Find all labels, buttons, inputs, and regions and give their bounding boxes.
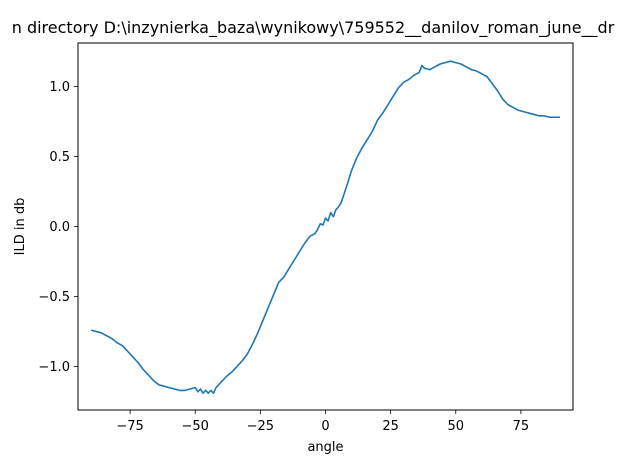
- x-axis-label: angle: [307, 440, 343, 455]
- y-tick-label: −1.0: [38, 360, 70, 375]
- x-tick-label: 50: [447, 419, 464, 434]
- x-tick-label: −75: [116, 419, 143, 434]
- series-line-0: [90, 60, 560, 394]
- plot-area: [90, 60, 560, 394]
- x-tick-label: −50: [182, 419, 209, 434]
- x-axis-ticks: −75 −50 −25 0 25 50 75: [116, 410, 529, 434]
- x-tick-label: 75: [513, 419, 530, 434]
- y-tick-label: −0.5: [38, 290, 70, 305]
- x-tick-label: −25: [247, 419, 274, 434]
- y-tick-label: 0.5: [49, 150, 70, 165]
- y-axis-ticks: −1.0 −0.5 0.0 0.5 1.0: [38, 80, 78, 375]
- x-tick-label: 25: [382, 419, 399, 434]
- y-axis-label: ILD in db: [13, 198, 28, 256]
- chart-title: n directory D:\inzynierka_baza\wynikowy\…: [12, 18, 615, 38]
- y-tick-label: 0.0: [49, 220, 70, 235]
- y-tick-label: 1.0: [49, 80, 70, 95]
- x-tick-label: 0: [321, 419, 329, 434]
